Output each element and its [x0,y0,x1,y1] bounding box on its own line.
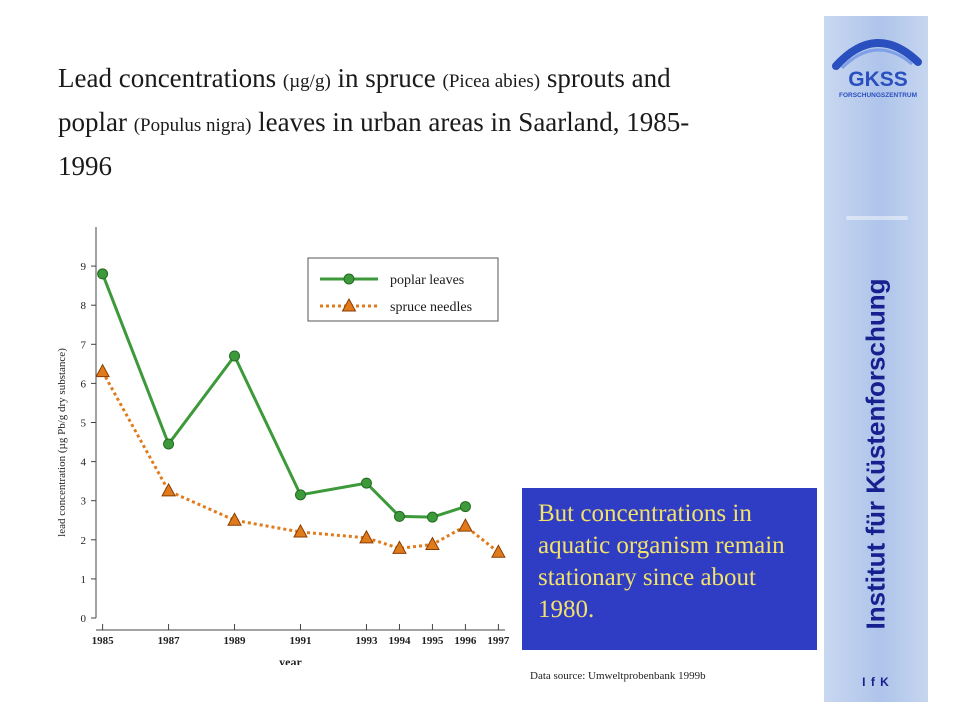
x-tick-label: 1985 [92,635,115,647]
y-tick-label: 0 [81,613,87,625]
y-tick-label: 3 [81,496,87,508]
title-unit: (µg/g) [282,71,331,92]
data-source: Data source: Umweltprobenbank 1999b [530,670,706,682]
x-tick-label: 1989 [224,635,247,647]
data-point-spruce [227,512,242,526]
data-point-poplar [393,510,405,522]
title-text-3: sprouts and poplar [58,63,671,137]
x-tick-label: 1995 [421,635,444,647]
x-tick-label: 1987 [158,635,181,647]
y-tick-label: 6 [81,378,87,390]
callout-box: But concentrations in aquatic organism r… [522,488,817,650]
x-tick-label: 1997 [487,635,510,647]
data-point-spruce [359,529,374,544]
x-axis-label: year [279,655,302,665]
logo-text: GKSS [848,68,908,91]
data-point-poplar [360,477,372,489]
legend: poplar leaves spruce needles [307,257,499,322]
data-point-poplar [426,511,438,523]
title-text-4: leaves in urban areas in Saarland, 1985-… [58,107,690,181]
data-point-poplar [229,350,241,362]
data-point-poplar [295,489,306,501]
title-species-poplar: (Populus nigra) [133,115,252,136]
callout-text: But concentrations in aquatic organism r… [538,500,785,623]
y-tick-label: 8 [81,300,87,312]
x-tick-label: 1996 [454,635,477,647]
legend-box [307,257,499,322]
logo-arc [832,38,922,70]
legend-marker-spruce [341,297,357,312]
data-point-spruce [491,544,506,558]
y-tick-label: 7 [81,339,87,351]
x-tick-label: 1994 [388,635,411,647]
lead-concentration-chart: 0 1 2 3 4 5 6 7 8 9 1985 1987 1989 1991 1993 1994 1995 19… [56,227,510,665]
y-tick-label: 1 [81,574,87,586]
legend-marker-poplar [343,273,355,285]
series-line-spruce [101,370,500,554]
sidebar: GKSS FORSCHUNGSZENTRUM Institut für Küst… [824,16,928,702]
data-point-spruce [425,536,440,550]
data-point-spruce [392,540,407,554]
sidebar-divider [846,216,908,220]
legend-label-spruce: spruce needles [390,300,472,315]
y-axis-label: lead concentration (µg Pb/g dry substanc… [56,348,68,537]
data-point-spruce [95,363,110,378]
title-text-2: in spruce [330,63,443,93]
logo-arc-inner [840,48,913,70]
data-point-poplar [163,438,175,450]
x-tick-label: 1991 [290,635,312,647]
y-tick-label: 4 [81,457,87,469]
y-tick-label: 9 [81,261,87,273]
data-point-spruce [458,518,473,532]
title-text-1: Lead concentrations [58,63,283,93]
logo-subtext: FORSCHUNGSZENTRUM [839,92,917,99]
legend-label-poplar: poplar leaves [390,273,464,288]
institute-name: Institut für Küstenforschung [860,278,891,630]
data-point-spruce [293,523,308,538]
data-point-spruce [161,482,176,497]
data-point-poplar [459,501,471,513]
y-tick-label: 5 [81,418,87,430]
institute-abbreviation: I f K [862,675,890,689]
title-species-spruce: (Picea abies) [442,71,541,92]
slide-title: Lead concentrations (µg/g) in spruce (Pi… [58,58,698,186]
y-tick-label: 2 [81,535,87,547]
x-tick-label: 1993 [355,635,378,647]
gkss-logo: GKSS FORSCHUNGSZENTRUM [832,38,922,99]
data-point-poplar [97,268,109,280]
